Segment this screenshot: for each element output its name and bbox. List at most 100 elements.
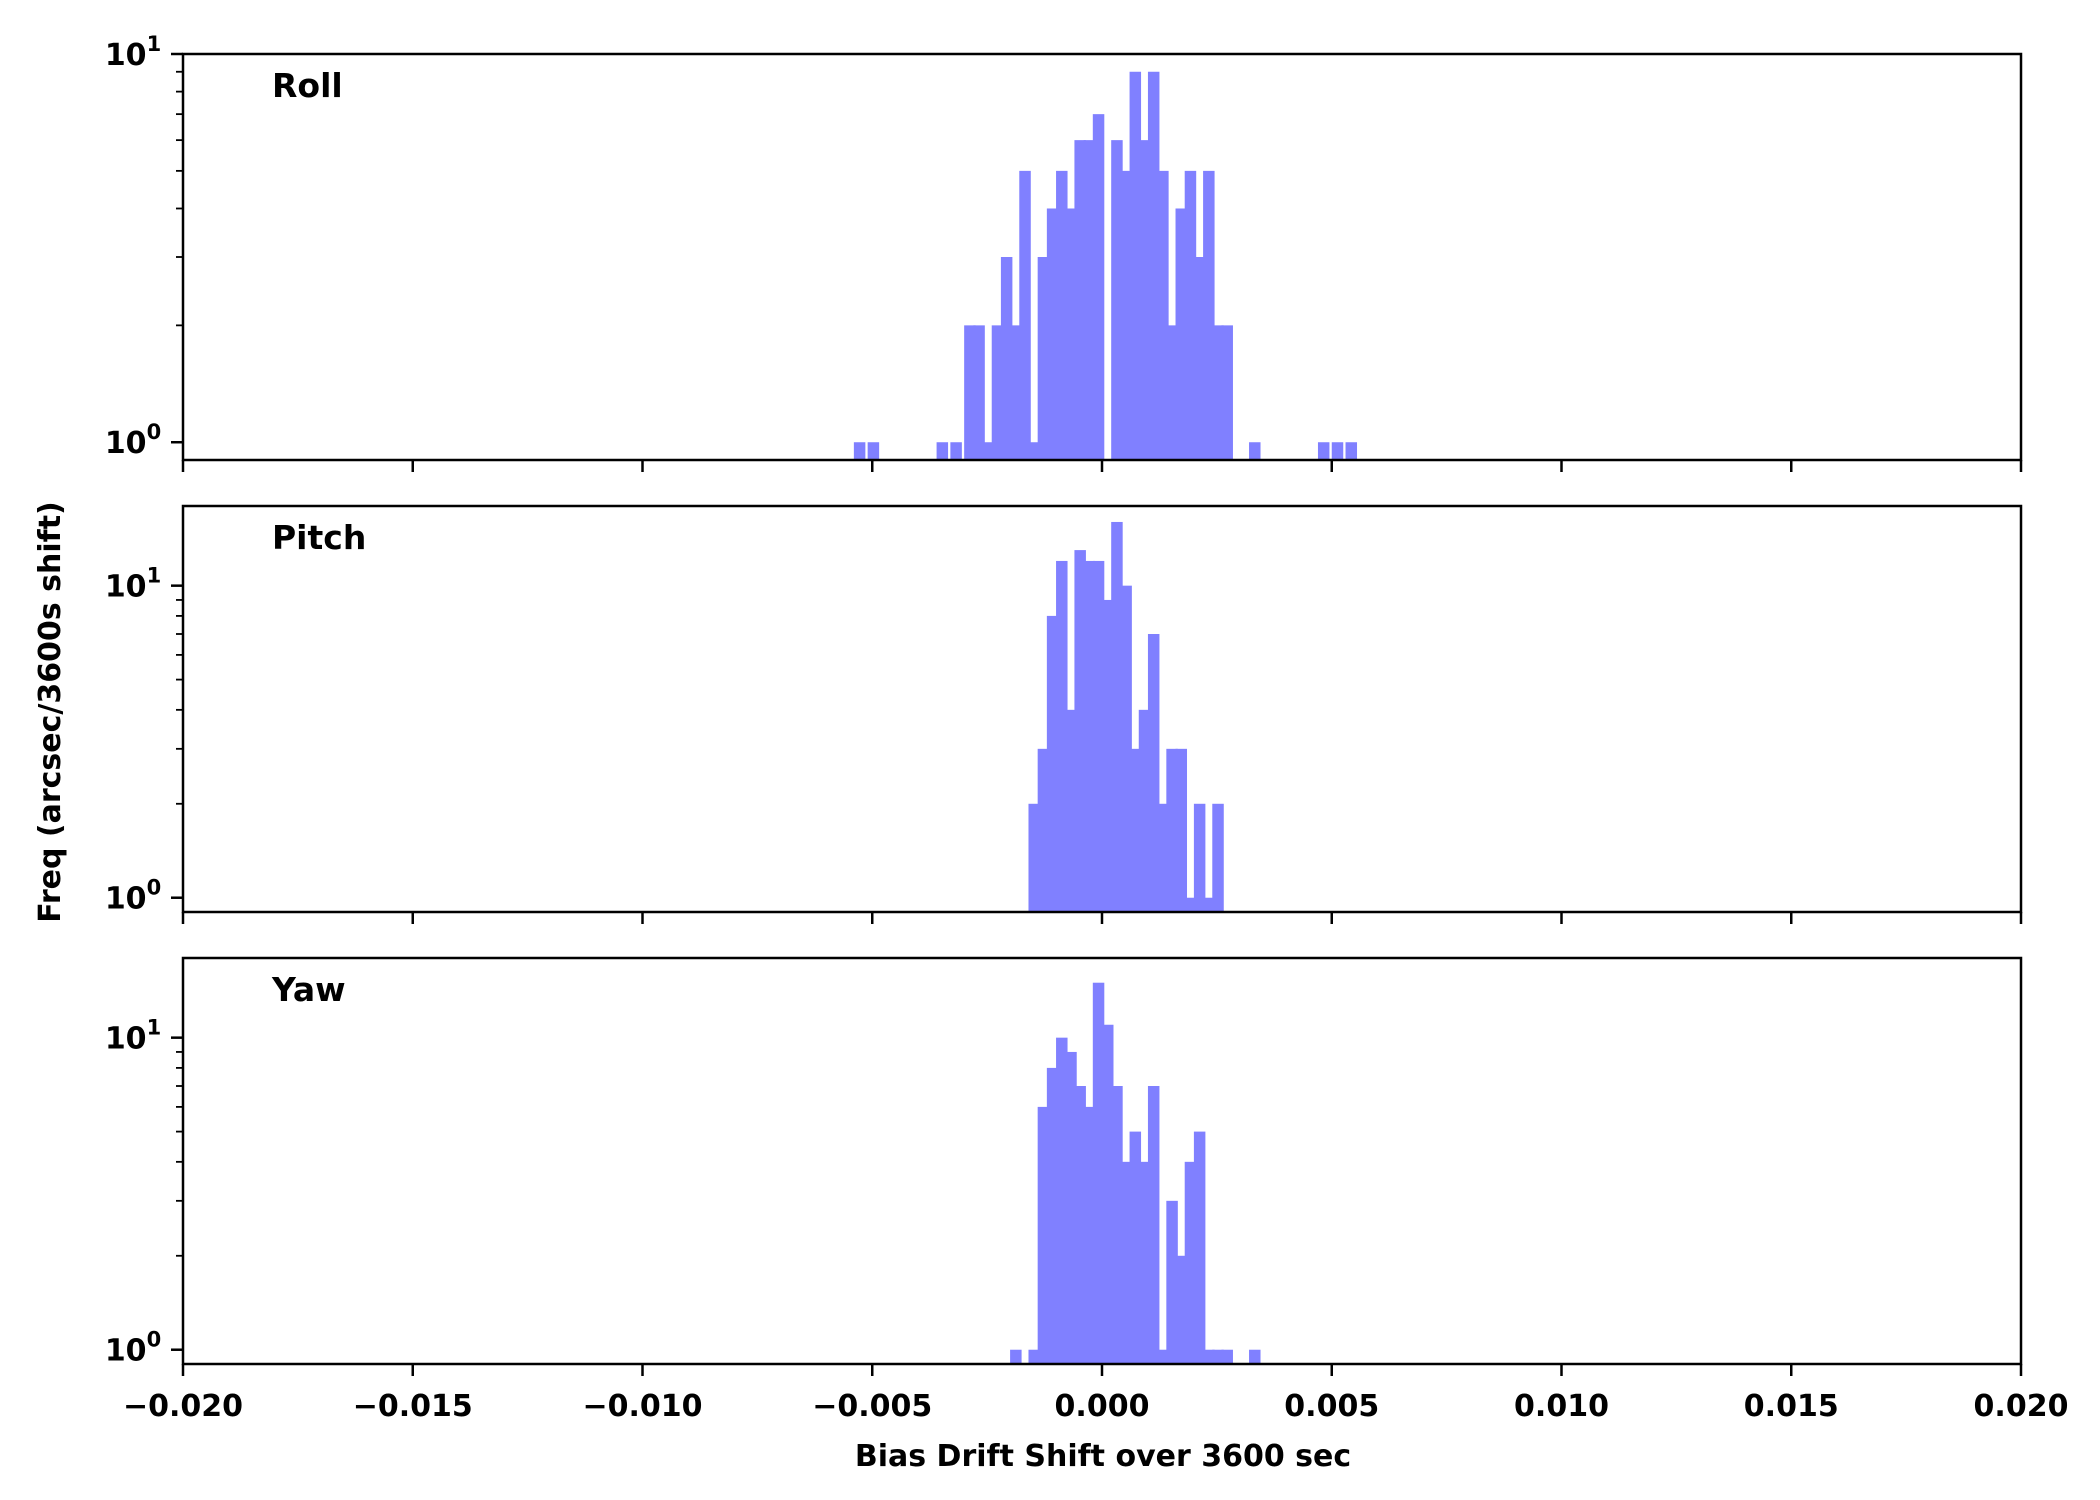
histogram-bar: [1221, 1349, 1233, 1364]
histogram-bar: [1157, 803, 1169, 912]
histogram-bar: [936, 442, 949, 460]
histogram-bar: [1175, 748, 1188, 912]
histogram-bar: [1203, 897, 1215, 912]
histogram-bar: [1065, 1051, 1077, 1364]
histogram-bar: [1083, 1106, 1096, 1364]
y-tick-label: 101: [105, 564, 161, 605]
histogram-bar: [964, 325, 976, 460]
histogram-bar: [991, 325, 1004, 460]
histogram-bar: [853, 442, 866, 460]
histogram-bar: [1120, 170, 1132, 460]
histogram-bar: [1166, 325, 1178, 460]
histogram-bar: [1092, 560, 1105, 912]
histogram-bar: [1120, 1161, 1132, 1364]
histogram-bar: [1074, 140, 1086, 460]
panels-group: 100 101 Roll 100 101 Pitch 100 101 Yaw: [105, 32, 2023, 1376]
histogram-bar: [1083, 560, 1096, 912]
histogram-bar: [1212, 803, 1224, 912]
histogram-bar: [1019, 170, 1031, 460]
histogram-bar: [950, 442, 962, 460]
histogram-bar: [982, 442, 995, 460]
x-tick-labels: −0.020 −0.015 −0.010 −0.005 0.000 0.005 0.010 0…: [123, 1389, 2068, 1424]
histogram-bar: [1157, 1349, 1169, 1364]
x-tick-label: 0.010: [1514, 1389, 1609, 1424]
panel-yaw: 100 101 Yaw: [105, 956, 2023, 1376]
histogram-bar: [1175, 1255, 1188, 1364]
histogram-bar: [1129, 748, 1142, 912]
histogram-bar: [1138, 709, 1151, 912]
y-tick-label: 100: [105, 876, 161, 917]
histogram-bar: [867, 442, 880, 460]
x-axis-label: Bias Drift Shift over 3600 sec: [855, 1439, 1351, 1474]
histogram-bar: [1056, 560, 1068, 912]
histogram-bar: [1138, 1161, 1151, 1364]
histogram-bar: [1037, 748, 1050, 912]
histogram-bar: [1028, 442, 1040, 460]
histogram-bar: [1037, 257, 1050, 460]
histogram-bar: [1203, 170, 1215, 460]
histogram-bar: [1249, 1349, 1261, 1364]
panel-label: Yaw: [271, 970, 346, 1009]
panel-label: Roll: [272, 66, 343, 105]
histogram-bar: [1193, 1131, 1206, 1364]
histogram-bar: [1147, 71, 1160, 460]
histogram-bar: [1249, 442, 1261, 460]
y-tick-label: 101: [105, 1016, 161, 1057]
histogram-bar: [1102, 599, 1114, 912]
x-tick-label: −0.005: [812, 1389, 932, 1424]
histogram-bar: [1074, 550, 1086, 912]
histogram-bar: [1193, 803, 1206, 912]
histogram-bar: [1157, 170, 1169, 460]
histogram-bar: [1092, 114, 1105, 460]
histogram-bar: [1056, 1037, 1068, 1364]
x-tick-label: −0.020: [123, 1389, 243, 1424]
histogram-bar: [1056, 170, 1068, 460]
histogram-bar: [1083, 140, 1096, 460]
histogram-bar: [1203, 1349, 1215, 1364]
panel-roll: 100 101 Roll: [105, 32, 2023, 472]
y-tick-label: 100: [105, 1328, 161, 1369]
x-tick-label: −0.010: [582, 1389, 702, 1424]
histogram-bar: [1111, 140, 1123, 460]
x-tick-label: 0.000: [1055, 1389, 1150, 1424]
histogram-bar: [1129, 71, 1142, 460]
histogram-bar: [1175, 208, 1188, 460]
histogram-bar: [973, 325, 985, 460]
histogram-bar: [1184, 1161, 1197, 1364]
histogram-bar: [1037, 1106, 1050, 1364]
histogram-bar: [1221, 325, 1233, 460]
x-tick-label: 0.005: [1284, 1389, 1379, 1424]
histogram-bar: [1129, 1131, 1142, 1364]
panel-label: Pitch: [272, 518, 366, 557]
histogram-bar: [1000, 257, 1013, 460]
histogram-bar: [1184, 897, 1197, 912]
histogram-bar: [1193, 257, 1206, 460]
x-tick-label: −0.015: [353, 1389, 473, 1424]
histogram-bar: [1046, 615, 1059, 912]
histogram-bar: [1138, 140, 1151, 460]
histogram-bar: [1212, 1349, 1224, 1364]
x-tick-label: 0.015: [1744, 1389, 1839, 1424]
histogram-bar: [1331, 442, 1344, 460]
histogram-bar: [1028, 803, 1040, 912]
histogram-bar: [1010, 1349, 1022, 1364]
x-tick-label: 0.020: [1974, 1389, 2069, 1424]
histogram-bar: [1147, 634, 1160, 912]
y-axis-label: Freq (arcsec/3600s shift): [33, 501, 68, 923]
histogram-bar: [1111, 1086, 1123, 1364]
histogram-bar: [1166, 748, 1178, 912]
histogram-bar: [1065, 208, 1077, 460]
histogram-bar: [1212, 325, 1224, 460]
histogram-bar: [1028, 1349, 1040, 1364]
histogram-bar: [1317, 442, 1330, 460]
panel-pitch: 100 101 Pitch: [105, 504, 2023, 924]
histogram-bar: [1166, 1200, 1178, 1364]
histogram-bar: [1184, 170, 1197, 460]
histogram-bar: [1010, 325, 1022, 460]
histogram-bar: [1120, 585, 1132, 912]
histogram-bar: [1074, 1086, 1086, 1364]
histogram-bar: [1065, 709, 1077, 912]
histogram-bar: [1102, 1024, 1114, 1364]
y-tick-label: 101: [105, 32, 161, 73]
